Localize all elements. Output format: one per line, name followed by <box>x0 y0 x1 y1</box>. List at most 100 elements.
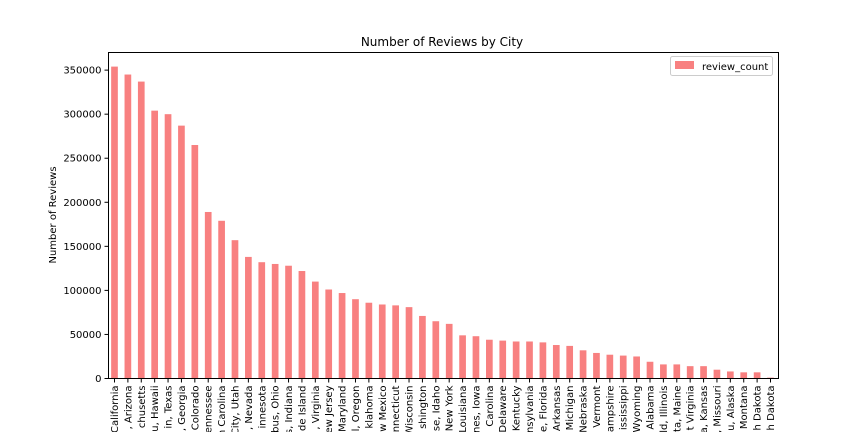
x-tick-label: Nebraska <box>579 386 590 432</box>
y-tick-label: 100000 <box>63 286 101 297</box>
x-tick-label: Louisiana <box>458 386 469 432</box>
x-tick-label: ampshire <box>605 386 616 432</box>
x-tick-label: Colorado <box>190 386 201 431</box>
bar <box>686 366 694 379</box>
y-tick-label: 250000 <box>63 154 101 165</box>
x-tick-label: klahoma <box>364 386 375 429</box>
x-tick-label: ew Jersey <box>324 385 335 432</box>
x-tick-label: Wyoming <box>632 386 643 432</box>
bar <box>740 372 748 379</box>
x-tick-label: nsylvania <box>525 386 536 432</box>
y-tick-label: 150000 <box>63 242 101 253</box>
bar <box>271 263 279 379</box>
bar <box>258 262 266 379</box>
bar <box>419 315 426 379</box>
bar <box>753 372 761 379</box>
x-tick-label: nes, Iowa <box>471 385 482 432</box>
x-tick-label: h Dakota <box>753 386 764 431</box>
x-tick-label: u, Alaska <box>726 386 737 431</box>
bar <box>285 265 292 379</box>
x-tick-label: bus, Ohio <box>271 386 282 432</box>
bar <box>111 66 118 379</box>
x-tick-label: a, Kansas <box>699 386 710 432</box>
legend: review_count <box>670 56 773 76</box>
bar <box>526 341 533 379</box>
plot-frame <box>108 52 779 379</box>
chart-title: Number of Reviews by City <box>361 35 523 49</box>
bar <box>633 356 640 379</box>
x-tick-label: Delaware <box>498 385 509 432</box>
x-tick-label: w Mexico <box>378 386 389 432</box>
x-tick-label: e, Florida <box>538 386 549 432</box>
x-tick-label: nta, Maine <box>672 386 683 432</box>
x-tick-label: , Georgia <box>177 386 188 432</box>
x-tick-label: Wisconsin <box>405 386 416 432</box>
bar <box>673 364 681 379</box>
legend-series-name: review_count <box>702 62 768 73</box>
bar <box>512 341 520 379</box>
x-tick-label: l, Oregon <box>351 386 362 432</box>
bars-group <box>111 66 774 379</box>
y-axis-label: Number of Reviews <box>48 166 59 263</box>
y-tick-label: 0 <box>95 374 101 385</box>
y-tick-label: 200000 <box>63 198 101 209</box>
x-tick-label: , Missouri <box>712 386 723 432</box>
legend-swatch <box>675 61 694 69</box>
x-axis: California, Arizona chusetts u, Hawaii in, … <box>110 378 777 432</box>
bar <box>325 289 333 379</box>
bar <box>137 81 145 379</box>
bar <box>726 371 734 379</box>
bar <box>352 299 359 379</box>
bar <box>445 323 453 379</box>
x-tick-label: , Arizona <box>123 386 134 430</box>
x-tick-label: Arkansas <box>552 386 563 432</box>
x-tick-label: de Island <box>297 386 308 431</box>
x-tick-label: Carolina <box>485 386 496 427</box>
x-tick-label: Kentucky <box>512 385 523 431</box>
bar <box>619 355 627 379</box>
legend-frame <box>670 56 773 76</box>
bar <box>700 366 707 379</box>
x-tick-label: Montana <box>739 386 750 430</box>
bar <box>579 350 587 379</box>
bar <box>552 345 560 379</box>
x-tick-label: h Dakota <box>766 386 777 431</box>
bar <box>405 307 413 379</box>
x-tick-label: , Virginia <box>311 386 322 430</box>
bar <box>486 339 493 379</box>
bar <box>606 354 614 379</box>
x-tick-label: innesota <box>257 386 268 429</box>
x-tick-label: California <box>110 386 121 432</box>
bar <box>151 110 159 379</box>
x-tick-label: ld, Illinois <box>659 386 670 432</box>
x-tick-label: ennessee <box>204 386 215 432</box>
x-tick-label: n Carolina <box>217 386 228 432</box>
x-tick-label: New York <box>445 385 456 431</box>
bar <box>245 256 252 379</box>
bar <box>472 336 480 379</box>
bar <box>178 125 185 379</box>
x-tick-label: , Nevada <box>244 386 255 431</box>
bar <box>298 271 306 379</box>
bar <box>392 305 399 379</box>
bar <box>378 304 386 379</box>
bar <box>204 211 212 379</box>
bar <box>191 145 199 379</box>
bar <box>539 342 547 379</box>
x-tick-label: Michigan <box>565 386 576 431</box>
bar <box>713 369 721 379</box>
y-tick-label: 350000 <box>63 66 101 77</box>
bar <box>365 302 373 379</box>
bar <box>660 364 667 379</box>
x-tick-label: chusetts <box>137 386 148 429</box>
bar <box>646 361 654 379</box>
x-tick-label: s, Indiana <box>284 386 295 432</box>
bar <box>311 281 319 379</box>
bar <box>164 114 172 379</box>
x-tick-label: se, Idaho <box>431 386 442 432</box>
x-tick-label: ississippi <box>619 386 630 431</box>
bar <box>338 293 346 379</box>
x-tick-label: Alabama <box>646 386 657 430</box>
x-tick-label: Vermont <box>592 385 603 427</box>
